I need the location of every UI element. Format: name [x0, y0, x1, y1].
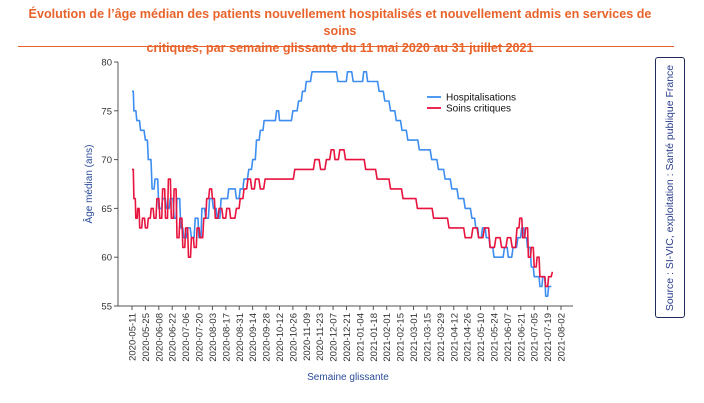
x-tick-label: 2021-04-12 [449, 313, 460, 362]
series-line-soins-critiques [132, 149, 554, 288]
x-tick-label: 2021-02-01 [382, 313, 393, 362]
x-tick-label: 2020-12-21 [342, 313, 353, 362]
chart-axes [117, 62, 573, 307]
chart-title-line1: Évolution de l’âge médian des patients n… [28, 7, 652, 38]
x-tick-label: 2020-08-17 [221, 313, 232, 362]
y-axis-label: Âge médian (ans) [82, 145, 95, 224]
x-tick-label: 2020-09-28 [262, 313, 273, 362]
chart-title-line2: critiques, par semaine glissante du 11 m… [146, 41, 534, 55]
source-box: Source : SI-VIC, exploitation : Santé pu… [655, 57, 685, 318]
x-tick-label: 2021-06-21 [516, 313, 527, 362]
y-tick-label: 60 [101, 253, 112, 264]
x-tick-label: 2020-08-31 [235, 313, 246, 362]
x-tick-label: 2020-07-20 [195, 313, 206, 362]
chart-title: Évolution de l’âge médian des patients n… [20, 6, 660, 57]
x-tick-label: 2020-11-23 [315, 313, 326, 361]
legend-label: Soins critiques [446, 104, 511, 115]
y-tick-label: 55 [101, 302, 112, 313]
x-tick-label: 2020-05-11 [128, 313, 139, 361]
legend-label: Hospitalisations [446, 93, 516, 104]
x-tick-label: 2020-07-06 [181, 313, 192, 362]
x-tick-label: 2021-07-19 [543, 313, 554, 362]
x-tick-label: 2020-08-03 [208, 313, 219, 362]
x-tick-label: 2020-06-08 [154, 313, 165, 362]
source-note: Source : SI-VIC, exploitation : Santé pu… [664, 64, 676, 311]
x-tick-label: 2021-01-04 [355, 313, 366, 362]
x-tick-label: 2021-03-01 [409, 313, 420, 362]
x-tick-label: 2021-05-10 [476, 313, 487, 362]
x-tick-label: 2020-09-14 [248, 313, 259, 362]
y-tick-label: 65 [101, 204, 112, 215]
series-line-hospitalisations [132, 71, 552, 297]
y-tick-label: 70 [101, 155, 112, 166]
x-tick-label: 2020-12-07 [329, 313, 340, 362]
x-tick-label: 2020-10-26 [288, 313, 299, 362]
x-tick-label: 2021-01-18 [369, 313, 380, 362]
x-tick-label: 2020-10-12 [275, 313, 286, 362]
x-tick-label: 2021-02-15 [396, 313, 407, 362]
x-tick-label: 2021-08-02 [557, 313, 568, 362]
x-axis-ticks: 2020-05-11 2020-05-25 2020-06-08 2020-06-22… [128, 306, 568, 362]
x-tick-label: 2020-05-25 [141, 313, 152, 362]
x-tick-label: 2021-06-07 [503, 313, 514, 362]
x-tick-label: 2020-11-09 [302, 313, 313, 361]
chart-series [132, 71, 554, 297]
x-tick-label: 2020-06-22 [168, 313, 179, 362]
x-tick-label: 2021-05-24 [489, 313, 500, 362]
x-tick-label: 2021-07-05 [530, 313, 541, 362]
y-tick-label: 80 [101, 58, 112, 69]
y-tick-label: 75 [101, 106, 112, 117]
title-divider [18, 46, 674, 47]
y-axis-ticks: 55 60 65 70 75 80 [101, 58, 118, 313]
x-axis-label: Semaine glissante [307, 372, 389, 383]
x-tick-label: 2021-03-15 [422, 313, 433, 362]
x-tick-label: 2021-03-29 [436, 313, 447, 362]
x-tick-label: 2021-04-26 [463, 313, 474, 362]
